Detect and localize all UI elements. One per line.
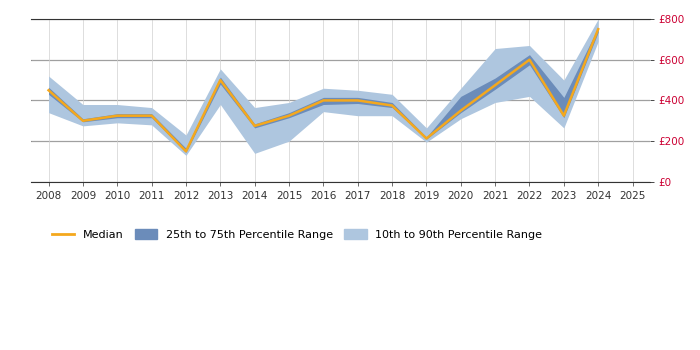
Legend: Median, 25th to 75th Percentile Range, 10th to 90th Percentile Range: Median, 25th to 75th Percentile Range, 1… bbox=[48, 225, 547, 245]
